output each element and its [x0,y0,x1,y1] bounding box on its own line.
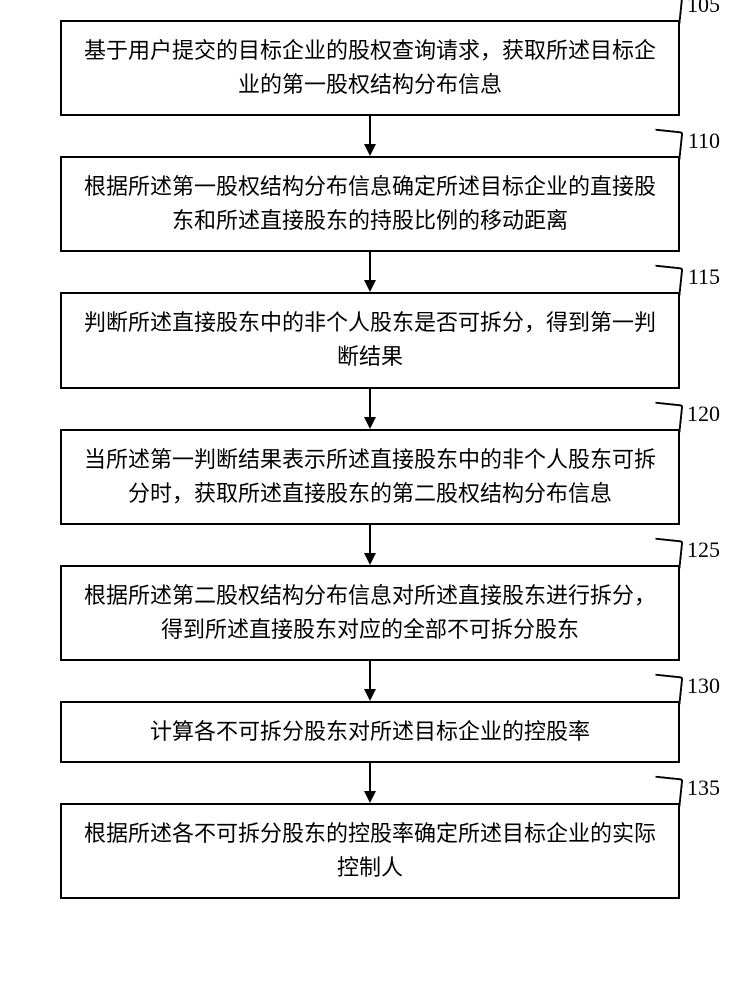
callout-line [653,776,684,807]
step-box: 基于用户提交的目标企业的股权查询请求，获取所述目标企业的第一股权结构分布信息 [60,20,680,116]
step-label: 130 [687,673,720,699]
arrow-connector [20,389,720,429]
step-label: 110 [688,128,720,154]
step-110: 110 根据所述第一股权结构分布信息确定所述目标企业的直接股东和所述直接股东的持… [20,156,720,252]
step-115: 115 判断所述直接股东中的非个人股东是否可拆分，得到第一判断结果 [20,292,720,388]
step-box: 当所述第一判断结果表示所述直接股东中的非个人股东可拆分时，获取所述直接股东的第二… [60,429,680,525]
step-label: 105 [687,0,720,18]
step-box: 判断所述直接股东中的非个人股东是否可拆分，得到第一判断结果 [60,292,680,388]
step-120: 120 当所述第一判断结果表示所述直接股东中的非个人股东可拆分时，获取所述直接股… [20,429,720,525]
arrow-connector [20,763,720,803]
step-135: 135 根据所述各不可拆分股东的控股率确定所述目标企业的实际控制人 [20,803,720,899]
callout-line [653,537,684,568]
step-label: 120 [687,401,720,427]
arrow-connector [20,661,720,701]
step-125: 125 根据所述第二股权结构分布信息对所述直接股东进行拆分，得到所述直接股东对应… [20,565,720,661]
arrow-connector [20,252,720,292]
callout-line [653,265,684,296]
callout-line [653,401,684,432]
arrow-connector [20,525,720,565]
callout-line [653,674,684,705]
step-105: 105 基于用户提交的目标企业的股权查询请求，获取所述目标企业的第一股权结构分布… [20,20,720,116]
step-label: 135 [687,775,720,801]
step-box: 根据所述第二股权结构分布信息对所述直接股东进行拆分，得到所述直接股东对应的全部不… [60,565,680,661]
step-box: 根据所述各不可拆分股东的控股率确定所述目标企业的实际控制人 [60,803,680,899]
step-box: 根据所述第一股权结构分布信息确定所述目标企业的直接股东和所述直接股东的持股比例的… [60,156,680,252]
arrow-connector [20,116,720,156]
callout-line [653,0,684,23]
callout-line [653,129,684,160]
flowchart-container: 105 基于用户提交的目标企业的股权查询请求，获取所述目标企业的第一股权结构分布… [20,20,720,899]
step-label: 125 [687,537,720,563]
step-130: 130 计算各不可拆分股东对所述目标企业的控股率 [20,701,720,763]
step-box: 计算各不可拆分股东对所述目标企业的控股率 [60,701,680,763]
step-label: 115 [688,264,720,290]
